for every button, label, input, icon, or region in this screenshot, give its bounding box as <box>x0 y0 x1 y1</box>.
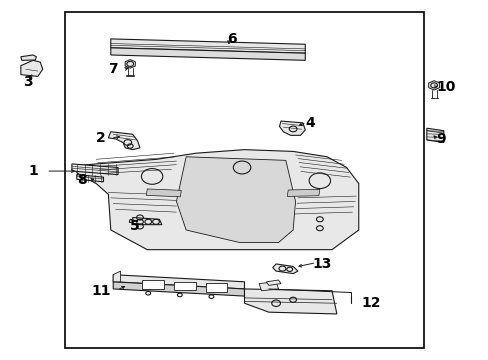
Polygon shape <box>113 282 244 296</box>
Text: 2: 2 <box>96 131 106 145</box>
Bar <box>64 12 424 348</box>
Bar <box>142 280 164 289</box>
Polygon shape <box>113 275 244 289</box>
Polygon shape <box>77 150 358 249</box>
Bar <box>174 282 196 291</box>
Polygon shape <box>279 121 305 135</box>
Text: 9: 9 <box>436 132 445 146</box>
Polygon shape <box>272 264 297 274</box>
Polygon shape <box>176 157 295 243</box>
Polygon shape <box>72 164 118 175</box>
Polygon shape <box>244 289 336 314</box>
Bar <box>205 283 227 292</box>
Polygon shape <box>426 128 443 143</box>
Text: 4: 4 <box>305 116 314 130</box>
Polygon shape <box>287 189 319 197</box>
Text: 12: 12 <box>361 296 380 310</box>
Text: 8: 8 <box>77 173 86 187</box>
Text: 11: 11 <box>91 284 111 298</box>
Polygon shape <box>259 282 278 291</box>
Polygon shape <box>146 189 181 197</box>
Polygon shape <box>266 280 281 285</box>
Polygon shape <box>113 271 120 282</box>
Polygon shape <box>21 55 36 60</box>
Text: 3: 3 <box>23 75 33 89</box>
Text: 7: 7 <box>108 62 118 76</box>
Polygon shape <box>108 132 140 150</box>
Polygon shape <box>132 217 162 225</box>
Polygon shape <box>111 39 305 53</box>
Polygon shape <box>77 175 103 182</box>
Polygon shape <box>111 48 305 60</box>
Text: 13: 13 <box>312 257 331 271</box>
Polygon shape <box>428 81 439 90</box>
Text: 5: 5 <box>130 220 140 233</box>
Polygon shape <box>125 60 135 68</box>
Text: 1: 1 <box>28 164 38 178</box>
Polygon shape <box>129 219 133 223</box>
Polygon shape <box>21 60 42 76</box>
Text: 6: 6 <box>227 32 237 46</box>
Text: 10: 10 <box>436 80 455 94</box>
